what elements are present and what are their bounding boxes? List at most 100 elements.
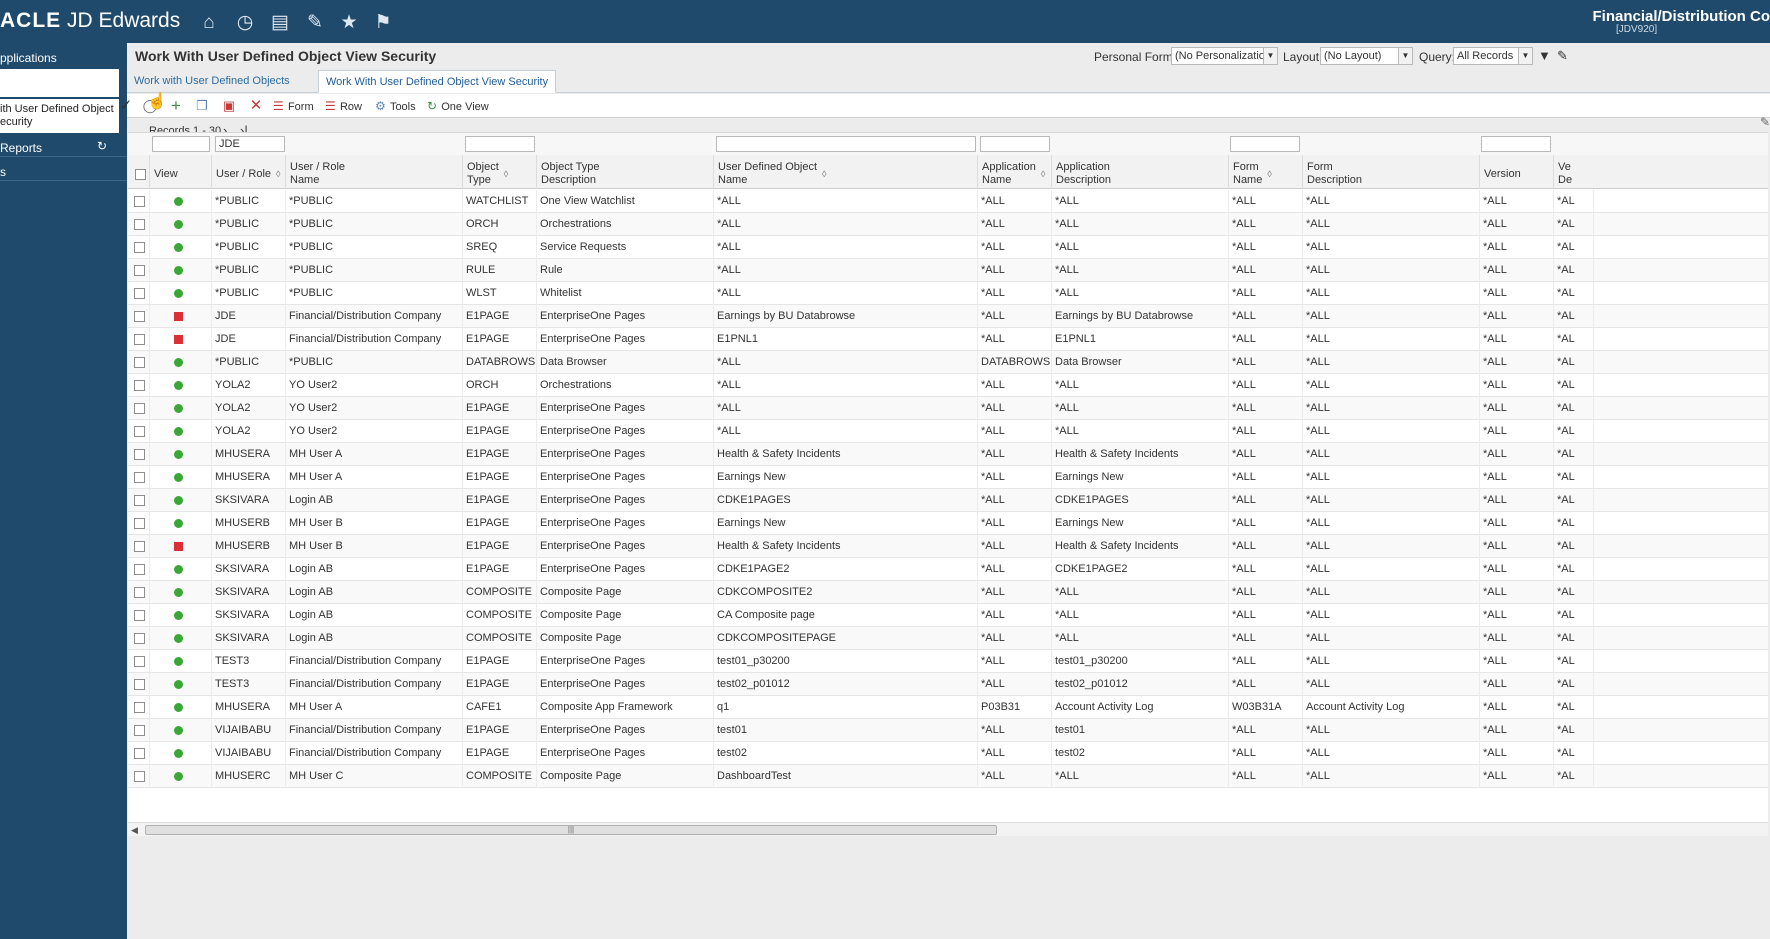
row-checkbox[interactable] bbox=[134, 219, 145, 230]
last-page-icon[interactable]: ›| bbox=[240, 123, 248, 138]
row-checkbox[interactable] bbox=[134, 702, 145, 713]
environment-name[interactable]: Financial/Distribution Co bbox=[1592, 8, 1770, 25]
tools-menu-button[interactable]: ⚙ Tools bbox=[375, 99, 416, 113]
query-select[interactable]: All Records ▼ bbox=[1453, 47, 1533, 65]
row-checkbox[interactable] bbox=[134, 679, 145, 690]
filter-form-name-input[interactable] bbox=[1230, 136, 1300, 152]
row-checkbox[interactable] bbox=[134, 426, 145, 437]
delete-icon[interactable]: ▣ bbox=[222, 98, 236, 113]
home-icon[interactable]: ⌂ bbox=[203, 12, 215, 33]
scrollbar-thumb[interactable]: ||| bbox=[145, 825, 997, 835]
refresh-icon[interactable]: ↻ bbox=[97, 139, 108, 153]
col-app-name[interactable]: Application Name ◊ bbox=[978, 155, 1052, 189]
table-row[interactable]: VIJAIBABU Financial/Distribution Company E… bbox=[128, 742, 1768, 765]
table-row[interactable]: *PUBLIC *PUBLIC RULE Rule *ALL *ALL *ALL *ALL *A… bbox=[128, 259, 1768, 282]
table-row[interactable]: *PUBLIC *PUBLIC DATABROWSE Data Browser *ALL… bbox=[128, 351, 1768, 374]
row-menu-button[interactable]: ☰ Row bbox=[325, 99, 362, 113]
table-row[interactable]: *PUBLIC *PUBLIC ORCH Orchestrations *ALL *ALL… bbox=[128, 213, 1768, 236]
col-object-type[interactable]: Object Type ◊ bbox=[463, 155, 537, 189]
row-checkbox[interactable] bbox=[134, 380, 145, 391]
row-checkbox[interactable] bbox=[134, 334, 145, 345]
table-row[interactable]: YOLA2 YO User2 ORCH Orchestrations *ALL *ALL *… bbox=[128, 374, 1768, 397]
col-view[interactable]: View bbox=[150, 155, 212, 189]
row-checkbox[interactable] bbox=[134, 472, 145, 483]
horizontal-scrollbar[interactable]: ◀ ||| bbox=[128, 822, 1768, 836]
star-icon[interactable]: ★ bbox=[340, 12, 358, 33]
col-object-type-desc[interactable]: Object Type Description bbox=[537, 155, 714, 189]
table-row[interactable]: SKSIVARA Login AB COMPOSITE Composite Page C… bbox=[128, 581, 1768, 604]
layout-select[interactable]: (No Layout) ▼ bbox=[1320, 47, 1413, 65]
form-menu-button[interactable]: ☰ Form bbox=[273, 99, 314, 113]
filter-udo-name-input[interactable] bbox=[716, 136, 976, 152]
col-app-desc[interactable]: Application Description bbox=[1052, 155, 1229, 189]
scroll-left-icon[interactable]: ◀ bbox=[131, 825, 138, 835]
row-checkbox[interactable] bbox=[134, 725, 145, 736]
one-view-button[interactable]: ↻ One View bbox=[427, 99, 489, 113]
table-row[interactable]: VIJAIBABU Financial/Distribution Company E… bbox=[128, 719, 1768, 742]
sidebar-item-active-form[interactable]: ith User Defined Object ecurity bbox=[0, 99, 119, 133]
row-checkbox[interactable] bbox=[134, 288, 145, 299]
col-form-name[interactable]: Form Name ◊ bbox=[1229, 155, 1303, 189]
col-ve[interactable]: Ve De bbox=[1558, 161, 1573, 186]
flag-icon[interactable]: ⚑ bbox=[374, 12, 392, 33]
table-row[interactable]: MHUSERA MH User A E1PAGE EnterpriseOne Page… bbox=[128, 443, 1768, 466]
table-row[interactable]: SKSIVARA Login AB COMPOSITE Composite Page C… bbox=[128, 604, 1768, 627]
next-page-icon[interactable]: › bbox=[223, 123, 228, 138]
add-icon[interactable]: + bbox=[171, 96, 181, 115]
row-checkbox[interactable] bbox=[134, 541, 145, 552]
chart-icon[interactable]: ▤ bbox=[271, 12, 289, 33]
filter-view-input[interactable] bbox=[152, 136, 210, 152]
col-udo-name[interactable]: User Defined Object Name ◊ bbox=[714, 155, 978, 189]
table-row[interactable]: SKSIVARA Login AB COMPOSITE Composite Page C… bbox=[128, 627, 1768, 650]
row-checkbox[interactable] bbox=[134, 633, 145, 644]
table-row[interactable]: MHUSERB MH User B E1PAGE EnterpriseOne Page… bbox=[128, 535, 1768, 558]
oracle-jd-edwards-logo[interactable]: ACLE JD Edwards bbox=[0, 9, 181, 32]
col-version[interactable]: Version bbox=[1480, 155, 1554, 189]
sidebar-item-applications[interactable]: pplications bbox=[0, 51, 57, 65]
sidebar-item-s[interactable]: s bbox=[0, 163, 127, 181]
row-checkbox[interactable] bbox=[134, 265, 145, 276]
close-icon[interactable]: ✕ bbox=[249, 97, 263, 114]
table-row[interactable]: MHUSERB MH User B E1PAGE EnterpriseOne Page… bbox=[128, 512, 1768, 535]
sidebar-item-reports[interactable]: Reports bbox=[0, 139, 127, 157]
table-row[interactable]: TEST3 Financial/Distribution Company E1PAG… bbox=[128, 650, 1768, 673]
edit-query-icon[interactable]: ✎ bbox=[1557, 48, 1568, 63]
row-checkbox[interactable] bbox=[134, 242, 145, 253]
col-user-role-name[interactable]: User / Role Name bbox=[286, 155, 463, 189]
filter-object-type-input[interactable] bbox=[465, 136, 535, 152]
row-checkbox[interactable] bbox=[134, 357, 145, 368]
col-user-role[interactable]: User / Role ◊ bbox=[212, 155, 286, 189]
row-checkbox[interactable] bbox=[134, 564, 145, 575]
table-row[interactable]: TEST3 Financial/Distribution Company E1PAG… bbox=[128, 673, 1768, 696]
tab-udo-view-security[interactable]: Work With User Defined Object View Secur… bbox=[318, 70, 557, 93]
table-row[interactable]: YOLA2 YO User2 E1PAGE EnterpriseOne Pages *A… bbox=[128, 397, 1768, 420]
select-check-icon[interactable]: ✓ bbox=[119, 97, 133, 114]
table-row[interactable]: MHUSERA MH User A E1PAGE EnterpriseOne Page… bbox=[128, 466, 1768, 489]
filter-user-role-input[interactable]: JDE bbox=[215, 136, 285, 152]
col-form-desc[interactable]: Form Description bbox=[1303, 155, 1480, 189]
filter-app-name-input[interactable] bbox=[980, 136, 1050, 152]
tab-work-with-udo[interactable]: Work with User Defined Objects bbox=[134, 75, 290, 87]
table-row[interactable]: MHUSERA MH User A CAFE1 Composite App Frame… bbox=[128, 696, 1768, 719]
personal-form-select[interactable]: (No Personalization) ▼ bbox=[1171, 47, 1278, 65]
filter-version-input[interactable] bbox=[1481, 136, 1551, 152]
table-row[interactable]: *PUBLIC *PUBLIC SREQ Service Requests *ALL *A… bbox=[128, 236, 1768, 259]
table-row[interactable]: *PUBLIC *PUBLIC WLST Whitelist *ALL *ALL *ALL *… bbox=[128, 282, 1768, 305]
row-checkbox[interactable] bbox=[134, 610, 145, 621]
row-checkbox[interactable] bbox=[134, 518, 145, 529]
table-row[interactable]: JDE Financial/Distribution Company E1PAGE E… bbox=[128, 328, 1768, 351]
row-checkbox[interactable] bbox=[134, 656, 145, 667]
row-checkbox[interactable] bbox=[134, 403, 145, 414]
row-checkbox[interactable] bbox=[134, 311, 145, 322]
row-checkbox[interactable] bbox=[134, 495, 145, 506]
table-row[interactable]: JDE Financial/Distribution Company E1PAGE E… bbox=[128, 305, 1768, 328]
edit-icon[interactable]: ✎ bbox=[307, 12, 323, 33]
row-checkbox[interactable] bbox=[134, 771, 145, 782]
row-checkbox[interactable] bbox=[134, 196, 145, 207]
copy-icon[interactable]: ❐ bbox=[196, 98, 208, 113]
table-row[interactable]: SKSIVARA Login AB E1PAGE EnterpriseOne Page… bbox=[128, 558, 1768, 581]
find-icon[interactable]: ◯ bbox=[142, 98, 158, 113]
row-checkbox[interactable] bbox=[134, 587, 145, 598]
table-row[interactable]: MHUSERC MH User C COMPOSITE Composite Page D… bbox=[128, 765, 1768, 788]
sidebar-item-blank[interactable] bbox=[0, 69, 119, 97]
